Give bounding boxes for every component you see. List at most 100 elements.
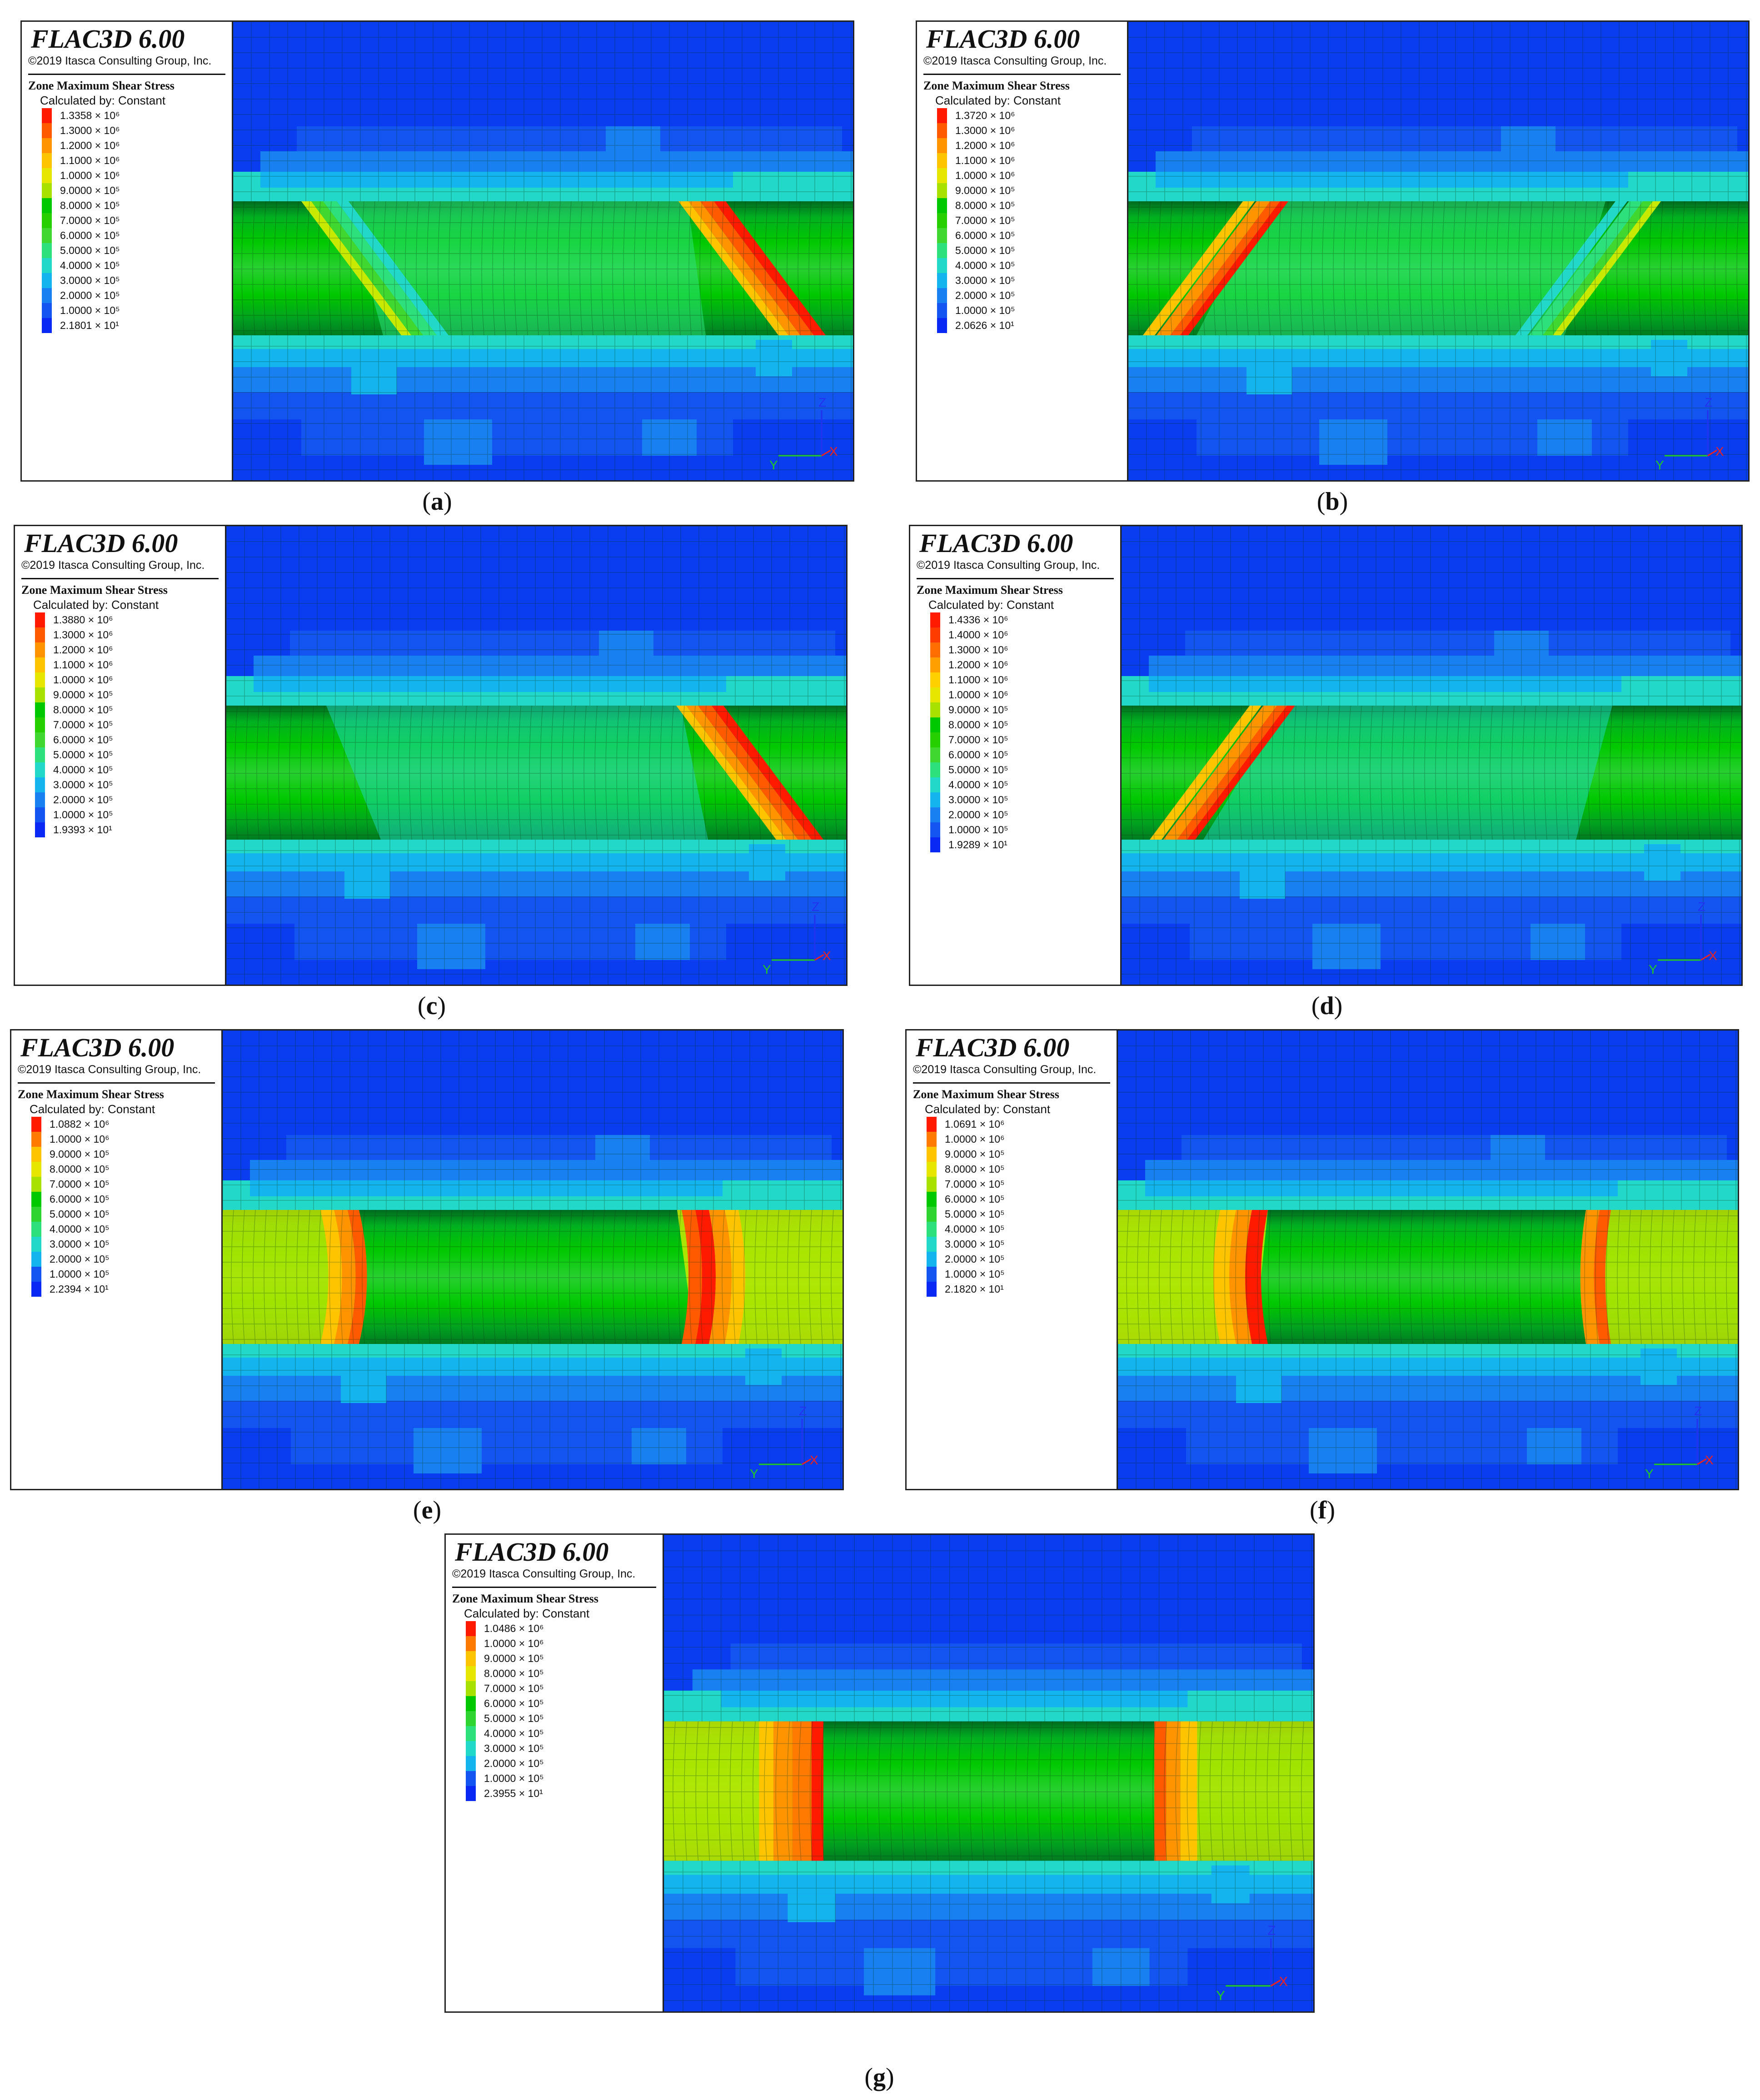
stress-band [254, 656, 846, 676]
stress-block [745, 1428, 843, 1489]
axis-label-x: X [1279, 1975, 1288, 1989]
legend-label: 1.0486 × 10⁶ [484, 1622, 544, 1634]
axis-label-y: Y [769, 458, 778, 472]
stress-block [1118, 1428, 1186, 1489]
software-title: FLAC3D 6.00 [20, 1033, 175, 1062]
axis-label-z: Z [799, 1404, 807, 1418]
failure-zone [311, 201, 423, 335]
legend-label: 6.0000 × 10⁵ [945, 1193, 1005, 1205]
legend-entry: 2.0000 × 10⁵ [937, 288, 1015, 303]
legend-label: 2.0000 × 10⁵ [948, 809, 1008, 821]
legend-swatch [35, 792, 45, 807]
color-scale: 1.3720 × 10⁶ 1.3000 × 10⁶ 1.2000 × 10⁶ 1.10… [937, 108, 1015, 333]
legend-swatch [927, 1162, 937, 1177]
model-viewport[interactable]: Z Y X [664, 1535, 1313, 2011]
legend-entry: 1.1000 × 10⁶ [930, 672, 1008, 687]
legend-swatch [937, 258, 947, 273]
legend-label: 7.0000 × 10⁵ [50, 1178, 110, 1190]
stress-block [414, 1428, 482, 1473]
legend-entry: 2.1820 × 10¹ [927, 1282, 1005, 1297]
model-viewport[interactable]: Z Y X [1122, 526, 1741, 985]
color-scale: 1.0691 × 10⁶ 1.0000 × 10⁶ 9.0000 × 10⁵ 8.00… [927, 1117, 1005, 1297]
legend-swatch [930, 672, 940, 687]
legend-entry: 2.0000 × 10⁵ [930, 807, 1008, 822]
axis-triad: Z Y X [1216, 1924, 1288, 2003]
legend-label: 3.0000 × 10⁵ [945, 1238, 1005, 1250]
stress-band [1182, 1135, 1727, 1160]
model-viewport[interactable]: Z Y X [233, 22, 853, 480]
legend-label: 2.0000 × 10⁵ [53, 794, 113, 806]
stress-block [642, 419, 697, 456]
failure-zone [348, 1210, 367, 1344]
legend-entry: 1.0000 × 10⁶ [466, 1636, 544, 1651]
legend-label: 1.0882 × 10⁶ [50, 1118, 110, 1130]
legend-entry: 3.0000 × 10⁵ [31, 1237, 110, 1252]
legend-swatch [927, 1267, 937, 1282]
legend-swatch [35, 672, 45, 687]
failure-zone [811, 1721, 823, 1861]
axis-label-z: Z [1705, 395, 1712, 409]
stress-band [1122, 896, 1741, 924]
legend-entry: 1.0000 × 10⁵ [42, 303, 120, 318]
stress-zone [1182, 1721, 1313, 1861]
legend-swatch [31, 1252, 41, 1267]
model-viewport[interactable]: Z Y X [226, 526, 846, 985]
legend-swatch [35, 807, 45, 822]
failure-zone [1580, 1210, 1600, 1344]
legend-entry: 6.0000 × 10⁵ [937, 228, 1015, 243]
stress-block [632, 1428, 686, 1464]
legend-label: 2.1801 × 10¹ [60, 319, 119, 331]
legend-swatch [466, 1786, 476, 1801]
legend-label: 1.2000 × 10⁶ [948, 659, 1008, 671]
failure-zone [759, 1721, 773, 1861]
model-viewport[interactable]: Z Y X [1128, 22, 1748, 480]
stress-band [664, 1894, 1313, 1920]
legend-entry: 5.0000 × 10⁵ [31, 1207, 110, 1222]
failure-zone [334, 1210, 356, 1344]
legend-entry: 1.0000 × 10⁶ [937, 168, 1015, 183]
axis-label-y: Y [750, 1467, 758, 1481]
stress-block [788, 1894, 836, 1922]
legend-label: 8.0000 × 10⁵ [484, 1667, 544, 1679]
legend-swatch [31, 1237, 41, 1252]
axis-label-z: Z [812, 900, 819, 914]
legend-label: 9.0000 × 10⁵ [955, 184, 1015, 196]
failure-zone [725, 1210, 745, 1344]
stress-block [1128, 172, 1156, 201]
legend-entry: 2.2394 × 10¹ [31, 1282, 110, 1297]
legend-entry: 5.0000 × 10⁵ [35, 747, 113, 762]
legend-entry: 6.0000 × 10⁵ [466, 1696, 544, 1711]
legend-divider [21, 578, 219, 579]
model-viewport[interactable]: Z Y X [1118, 1030, 1738, 1489]
legend-divider [913, 1082, 1110, 1084]
legend-label: 1.3358 × 10⁶ [60, 109, 120, 121]
legend-label: 1.0000 × 10⁵ [945, 1268, 1005, 1280]
legend-entry: 8.0000 × 10⁵ [927, 1162, 1005, 1177]
legend-entry: 9.0000 × 10⁵ [42, 183, 120, 198]
legend-swatch [930, 807, 940, 822]
legend-entry: 3.0000 × 10⁵ [42, 273, 120, 288]
model-viewport[interactable]: Z Y X [223, 1030, 843, 1489]
legend-label: 4.0000 × 10⁵ [948, 779, 1008, 791]
failure-zone [712, 706, 823, 840]
legend-label: 8.0000 × 10⁵ [948, 719, 1008, 731]
copyright-text: ©2019 Itasca Consulting Group, Inc. [21, 559, 205, 572]
legend-label: 4.0000 × 10⁵ [60, 259, 120, 271]
stress-block [226, 924, 294, 985]
legend-label: 1.3000 × 10⁶ [60, 124, 120, 136]
legend-label: 1.1000 × 10⁶ [948, 674, 1008, 686]
legend-entry: 1.0000 × 10⁵ [937, 303, 1015, 318]
legend-entry: 8.0000 × 10⁵ [31, 1162, 110, 1177]
stress-block [733, 172, 853, 201]
axis-label-x: X [823, 949, 831, 963]
calc-method: Calculated by: Constant [40, 94, 166, 107]
panel-b: FLAC3D 6.00 ©2019 Itasca Consulting Grou… [916, 20, 1750, 482]
legend-swatch [35, 747, 45, 762]
stress-block [723, 1180, 843, 1210]
failure-zone [698, 706, 812, 840]
failure-zone [1150, 706, 1261, 840]
legend-label: 4.0000 × 10⁵ [50, 1223, 110, 1235]
legend-label: 7.0000 × 10⁵ [948, 734, 1008, 746]
stress-band [286, 1135, 832, 1160]
legend-label: 2.2394 × 10¹ [50, 1283, 109, 1295]
